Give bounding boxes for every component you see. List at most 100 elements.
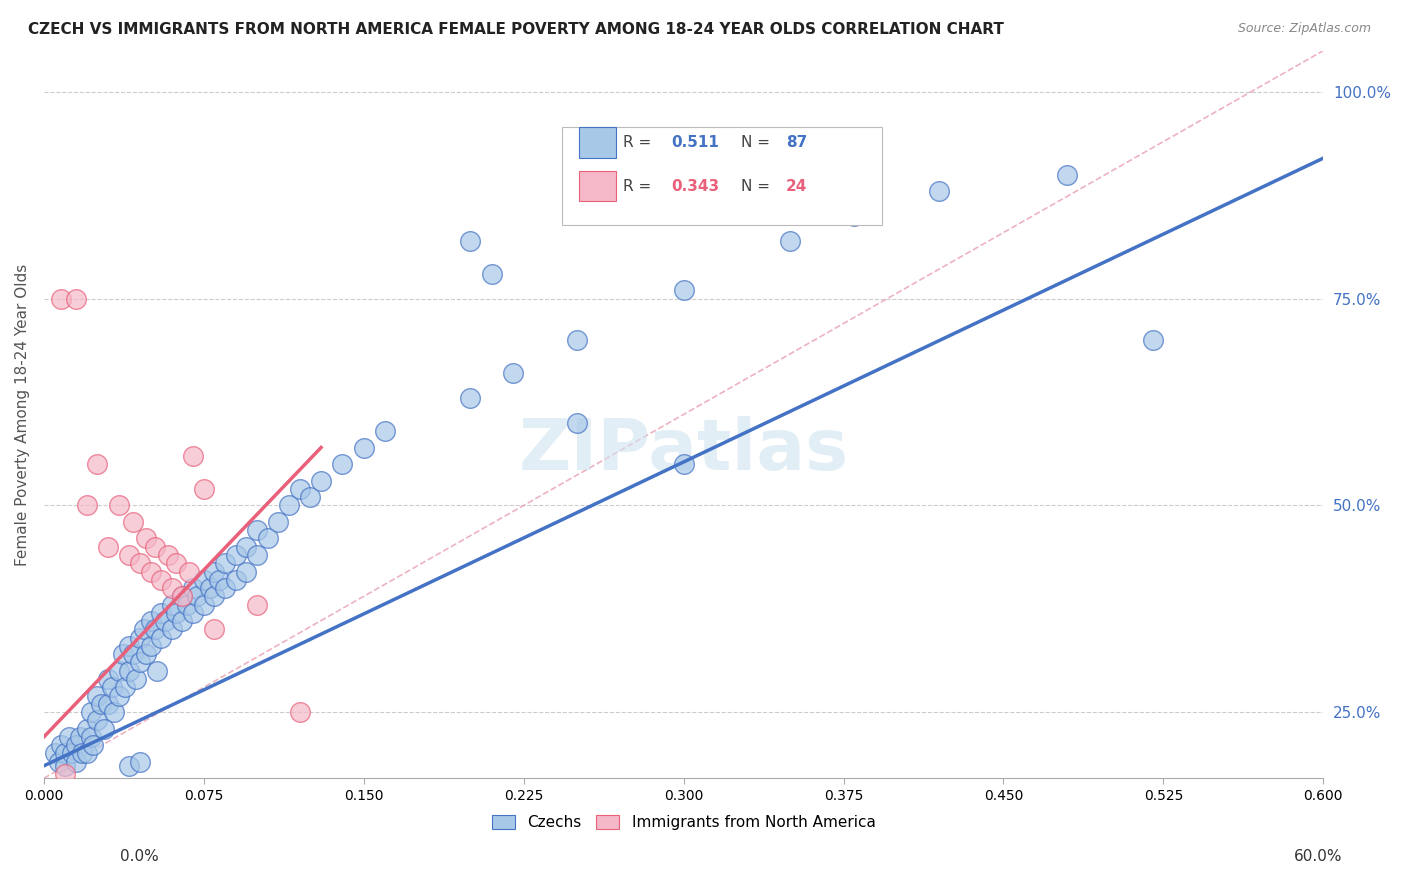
- Point: [374, 424, 396, 438]
- Point: [502, 366, 524, 380]
- Point: [143, 540, 166, 554]
- Point: [118, 639, 141, 653]
- Point: [565, 333, 588, 347]
- Point: [288, 705, 311, 719]
- Point: [165, 556, 187, 570]
- Point: [225, 548, 247, 562]
- Point: [49, 292, 72, 306]
- Point: [672, 284, 695, 298]
- Point: [65, 292, 87, 306]
- Point: [204, 623, 226, 637]
- Point: [107, 664, 129, 678]
- Point: [76, 499, 98, 513]
- Point: [156, 548, 179, 562]
- Point: [278, 499, 301, 513]
- Text: 87: 87: [786, 135, 807, 150]
- Point: [155, 614, 177, 628]
- Point: [80, 730, 103, 744]
- Point: [353, 441, 375, 455]
- Point: [460, 391, 482, 405]
- Point: [204, 565, 226, 579]
- Text: R =: R =: [623, 135, 657, 150]
- Point: [193, 598, 215, 612]
- Point: [101, 680, 124, 694]
- Point: [48, 755, 70, 769]
- Point: [111, 647, 134, 661]
- Point: [65, 755, 87, 769]
- Point: [181, 581, 204, 595]
- Point: [86, 457, 108, 471]
- Point: [65, 738, 87, 752]
- Point: [122, 647, 145, 661]
- Point: [107, 689, 129, 703]
- Text: 60.0%: 60.0%: [1295, 849, 1343, 863]
- Point: [76, 722, 98, 736]
- Point: [114, 680, 136, 694]
- Point: [1142, 333, 1164, 347]
- Point: [172, 614, 194, 628]
- Point: [139, 614, 162, 628]
- Point: [118, 759, 141, 773]
- Legend: Czechs, Immigrants from North America: Czechs, Immigrants from North America: [485, 809, 882, 836]
- Point: [288, 482, 311, 496]
- Point: [481, 267, 503, 281]
- Point: [165, 606, 187, 620]
- Text: 0.0%: 0.0%: [120, 849, 159, 863]
- Point: [80, 705, 103, 719]
- Point: [193, 573, 215, 587]
- FancyBboxPatch shape: [562, 127, 882, 226]
- Point: [146, 664, 169, 678]
- Point: [181, 449, 204, 463]
- Point: [135, 647, 157, 661]
- Point: [122, 515, 145, 529]
- Point: [1056, 168, 1078, 182]
- Point: [135, 532, 157, 546]
- Point: [150, 606, 173, 620]
- Point: [246, 523, 269, 537]
- Point: [86, 689, 108, 703]
- Point: [160, 598, 183, 612]
- Text: Source: ZipAtlas.com: Source: ZipAtlas.com: [1237, 22, 1371, 36]
- Point: [128, 631, 150, 645]
- Point: [565, 416, 588, 430]
- Point: [143, 623, 166, 637]
- Point: [132, 623, 155, 637]
- Point: [225, 573, 247, 587]
- Point: [177, 565, 200, 579]
- Y-axis label: Female Poverty Among 18-24 Year Olds: Female Poverty Among 18-24 Year Olds: [15, 263, 30, 566]
- Point: [150, 573, 173, 587]
- Point: [256, 532, 278, 546]
- Point: [176, 598, 198, 612]
- Point: [139, 639, 162, 653]
- Point: [139, 565, 162, 579]
- Point: [779, 234, 801, 248]
- Text: 0.511: 0.511: [671, 135, 718, 150]
- Point: [309, 474, 332, 488]
- FancyBboxPatch shape: [579, 127, 616, 158]
- Point: [53, 767, 76, 781]
- Point: [97, 540, 120, 554]
- Point: [93, 722, 115, 736]
- Point: [107, 499, 129, 513]
- Point: [76, 747, 98, 761]
- Point: [118, 548, 141, 562]
- Point: [69, 730, 91, 744]
- Point: [214, 581, 236, 595]
- Point: [928, 184, 950, 198]
- Point: [332, 457, 354, 471]
- Point: [460, 234, 482, 248]
- Point: [128, 556, 150, 570]
- Point: [172, 590, 194, 604]
- Text: N =: N =: [741, 178, 775, 194]
- Point: [44, 747, 66, 761]
- Point: [672, 457, 695, 471]
- Point: [160, 623, 183, 637]
- Point: [72, 747, 94, 761]
- Point: [200, 581, 222, 595]
- Point: [246, 548, 269, 562]
- Point: [186, 590, 208, 604]
- Point: [49, 738, 72, 752]
- Point: [235, 565, 257, 579]
- Point: [214, 556, 236, 570]
- Point: [299, 490, 322, 504]
